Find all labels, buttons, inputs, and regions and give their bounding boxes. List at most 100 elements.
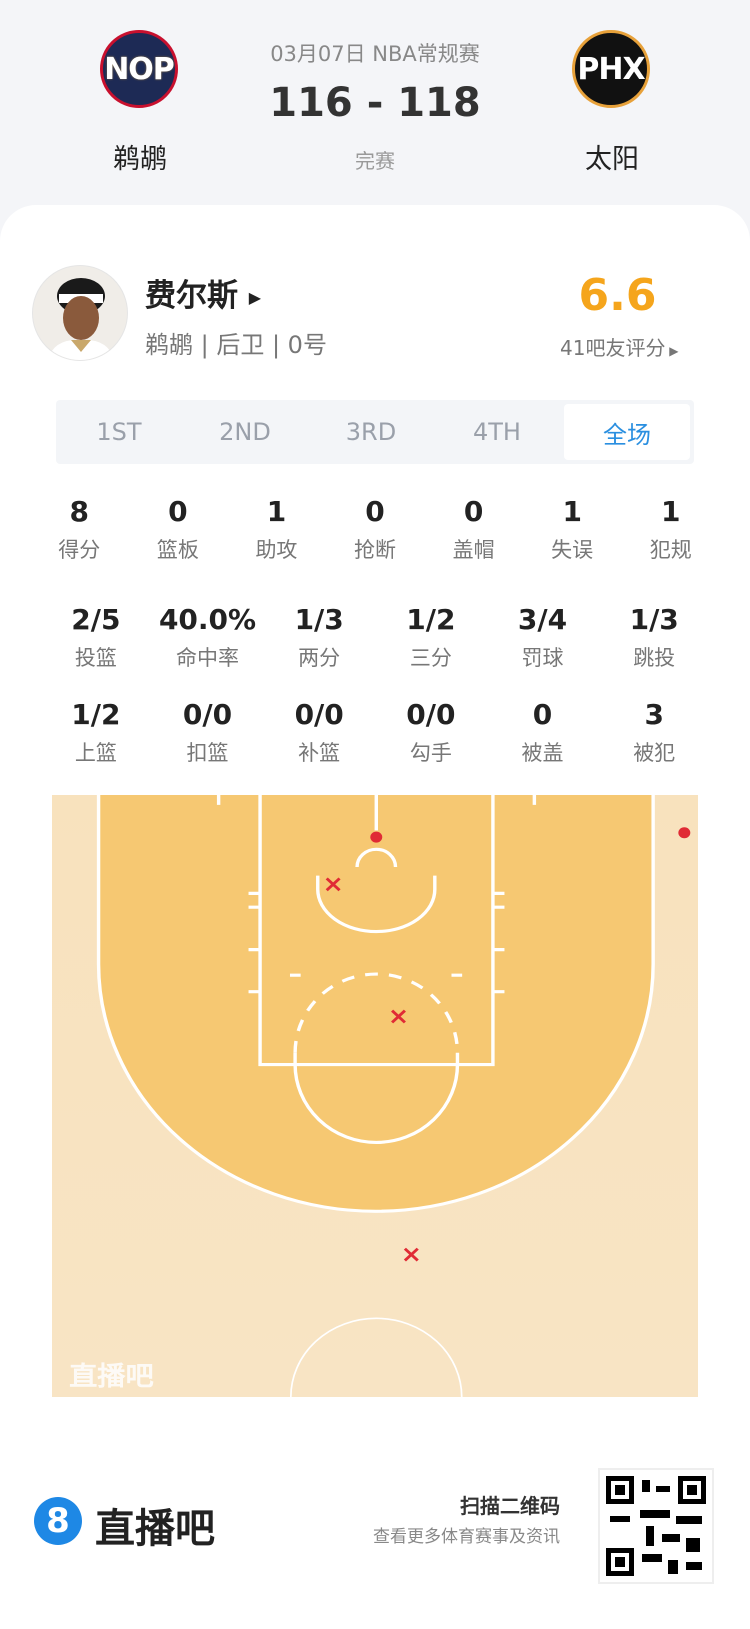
stat-0: 2/5 投篮 (40, 603, 152, 672)
stat-value: 3/4 (517, 603, 568, 636)
match-score: 116 - 118 (269, 80, 481, 126)
stats-row-basic: 8 得分 0 篮板 1 助攻 0 抢断 0 盖帽 1 失误 1 犯规 (30, 495, 720, 564)
stat-label: 助攻 (255, 538, 298, 562)
center-circle (290, 1317, 463, 1397)
made-shot-marker (370, 831, 383, 843)
free-throw-circle-bottom (293, 1052, 460, 1145)
stat-3: 0 抢断 (326, 495, 425, 564)
stat-1: 40.0% 命中率 (152, 603, 264, 672)
stat-2: 0/0 补篮 (263, 698, 375, 767)
baseline-ticks (216, 795, 537, 805)
stat-label: 被盖 (521, 741, 564, 765)
stat-label: 扣篮 (186, 741, 229, 765)
stat-value: 0 (532, 698, 553, 731)
away-team-name: 太阳 (585, 144, 639, 175)
stat-4: 3/4 罚球 (487, 603, 599, 672)
stat-label: 得分 (58, 538, 101, 562)
made-shot-marker (678, 827, 691, 839)
stat-label: 被犯 (633, 741, 676, 765)
home-team-name: 鹈鹕 (113, 144, 167, 175)
rating-link[interactable]: 41吧友评分 ▶ (560, 336, 679, 360)
stat-value: 8 (69, 495, 90, 528)
period-tabs: 1ST 2ND 3RD 4TH 全场 (56, 400, 694, 464)
paint (258, 795, 495, 1067)
stat-value: 0/0 (294, 698, 344, 731)
stat-label: 跳投 (633, 646, 676, 670)
stat-value: 1/2 (71, 698, 121, 731)
stat-3: 1/2 三分 (375, 603, 487, 672)
free-throw-circle-top (293, 972, 460, 1053)
stat-value: 1/2 (406, 603, 456, 636)
stat-label: 投篮 (74, 646, 117, 670)
home-team-logo[interactable]: NOP (100, 30, 178, 108)
missed-shot-marker (403, 1247, 419, 1262)
stat-value: 0 (365, 495, 385, 528)
stat-label: 抢断 (354, 538, 397, 562)
stat-4: 0 被盖 (487, 698, 599, 767)
caret-right-icon: ▶ (665, 344, 679, 358)
stat-value: 1/3 (629, 603, 679, 636)
stat-value: 0/0 (182, 698, 233, 731)
scan-qr-label: 扫描二维码 (460, 1494, 560, 1518)
stat-label: 篮板 (156, 538, 199, 562)
stat-5: 1/3 跳投 (598, 603, 710, 672)
stat-label: 犯规 (649, 538, 692, 562)
stat-label: 补篮 (298, 741, 341, 765)
tab-1st[interactable]: 1ST (96, 418, 142, 446)
missed-shot-marker (391, 1009, 406, 1024)
rim-arc (316, 875, 437, 934)
stat-6: 1 犯规 (621, 495, 720, 564)
caret-right-icon: ▶ (248, 288, 262, 307)
player-name[interactable]: 费尔斯 ▶ (145, 278, 262, 314)
stat-label: 两分 (298, 646, 341, 670)
watermark: 直播吧 (69, 1362, 154, 1392)
tab-3rd[interactable]: 3RD (345, 418, 397, 446)
brand-name: 直播吧 (95, 1506, 215, 1552)
stat-label: 上篮 (74, 741, 117, 765)
stats-row-shooting: 2/5 投篮 40.0% 命中率 1/3 两分 1/2 三分 3/4 罚球 1/3 跳投 (40, 603, 710, 672)
shot-chart: 直播吧 (52, 795, 698, 1397)
three-point-line (96, 795, 655, 1213)
stat-4: 0 盖帽 (424, 495, 523, 564)
stat-value: 1 (562, 495, 582, 528)
tab-2nd[interactable]: 2ND (219, 418, 271, 446)
stat-5: 1 失误 (523, 495, 622, 564)
stat-2: 1/3 两分 (263, 603, 375, 672)
stats-row-shot-types: 1/2 上篮 0/0 扣篮 0/0 补篮 0/0 勾手 0 被盖 3 被犯 (40, 698, 710, 767)
stat-0: 1/2 上篮 (40, 698, 152, 767)
match-status: 完赛 (355, 149, 395, 173)
tab-full-game[interactable]: 全场 (564, 404, 690, 460)
stat-value: 1/3 (294, 603, 344, 636)
stat-value: 1 (661, 495, 681, 528)
stat-value: 1 (266, 495, 287, 528)
stat-value: 0 (168, 495, 188, 528)
restricted-arc (355, 847, 398, 868)
stat-label: 罚球 (521, 646, 564, 670)
stat-value: 0 (463, 495, 484, 528)
stat-1: 0 篮板 (129, 495, 228, 564)
missed-shot-marker (325, 877, 341, 892)
two-point-area (98, 795, 654, 1212)
player-rating: 6.6 (578, 270, 657, 321)
match-date-league: 03月07日 NBA常规赛 (270, 42, 480, 66)
stat-2: 1 助攻 (227, 495, 326, 564)
away-team-logo[interactable]: PHX (572, 30, 650, 108)
qr-code (598, 1468, 714, 1584)
stat-5: 3 被犯 (598, 698, 710, 767)
player-avatar[interactable] (32, 265, 128, 361)
lane-hashes (248, 891, 505, 994)
stat-3: 0/0 勾手 (375, 698, 487, 767)
stat-value: 40.0% (158, 603, 257, 636)
brand-logo-icon: 8 (34, 1497, 82, 1545)
stat-value: 2/5 (71, 603, 121, 636)
stat-label: 失误 (551, 538, 594, 562)
tab-4th[interactable]: 4TH (473, 418, 521, 446)
stat-label: 三分 (409, 646, 452, 670)
player-info: 鹈鹕 | 后卫 | 0号 (145, 331, 327, 359)
stat-label: 命中率 (176, 646, 239, 670)
stat-1: 0/0 扣篮 (152, 698, 264, 767)
stat-0: 8 得分 (30, 495, 129, 564)
scan-qr-sub: 查看更多体育赛事及资讯 (373, 1527, 560, 1547)
stat-label: 盖帽 (452, 538, 495, 562)
stat-label: 勾手 (409, 741, 452, 765)
